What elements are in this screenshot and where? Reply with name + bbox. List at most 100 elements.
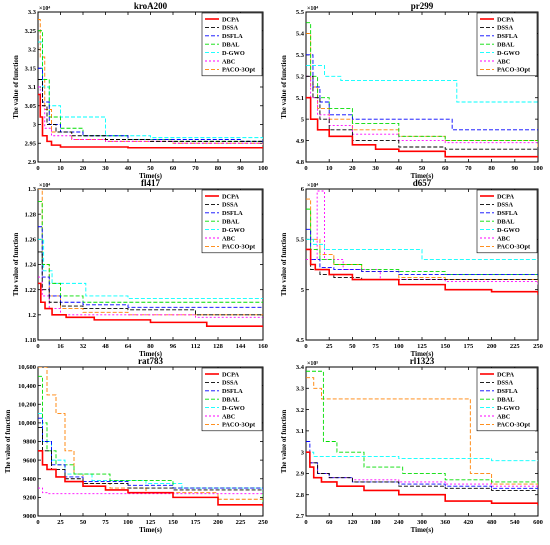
series-line-dbal: [306, 208, 538, 278]
legend-label-d-gwo: D-GWO: [497, 227, 520, 234]
legend-label-dsfla: DSFLA: [222, 388, 243, 395]
x-tick-label: 100: [258, 165, 268, 172]
y-tick-label: 9200: [23, 495, 36, 502]
series-line-abc: [38, 487, 263, 495]
legend-label-abc: ABC: [497, 58, 511, 65]
x-tick-label: 50: [419, 165, 426, 172]
x-tick-label: 64: [125, 343, 132, 350]
x-tick-label: 30: [372, 165, 379, 172]
x-tick-label: 250: [258, 519, 268, 526]
y-tick-label: 1.18: [25, 337, 37, 344]
y-tick-label: 3.2: [28, 47, 36, 54]
y-tick-label: 1.2: [28, 312, 36, 319]
chart-title: d657: [413, 178, 432, 188]
legend-label-dssa: DSSA: [222, 25, 239, 32]
x-tick-label: 80: [215, 165, 222, 172]
legend-label-d-gwo: D-GWO: [222, 227, 245, 234]
y-tick-label: 3.3: [296, 385, 305, 392]
x-tick-label: 160: [258, 343, 268, 350]
chart-title: pr299: [411, 1, 434, 11]
x-axis-label: Time(s): [139, 350, 162, 358]
y-tick-label: 5.5: [296, 237, 305, 244]
y-axis-label: The value of function: [12, 233, 20, 297]
y-tick-label: 1.3: [28, 186, 37, 193]
x-tick-label: 50: [147, 165, 154, 172]
series-line-dcpa: [306, 451, 538, 506]
y-tick-label: 3.05: [25, 103, 37, 110]
x-tick-label: 80: [488, 165, 495, 172]
x-tick-label: 0: [304, 519, 307, 526]
legend-label-dcpa: DCPA: [497, 193, 514, 200]
series-lines: [306, 370, 538, 506]
legend-label-dcpa: DCPA: [222, 16, 239, 23]
legend-label-abc: ABC: [497, 413, 511, 420]
x-tick-label: 180: [371, 519, 381, 526]
y-tick-label: 3.3: [28, 9, 37, 16]
legend-label-d-gwo: D-GWO: [497, 50, 520, 57]
chart-title: rat783: [138, 356, 163, 366]
series-line-d-gwo: [306, 451, 538, 462]
legend-label-dcpa: DCPA: [497, 371, 514, 378]
x-axis-label: Time(s): [139, 526, 162, 534]
chart-rl1323: 0 60 120 180 240 300 360 420 480 540 600 2.7 2.8 2.9 3…: [280, 356, 543, 534]
y-tick-label: 5.4: [296, 31, 305, 38]
series-line-dssa: [306, 248, 538, 281]
series-line-dcpa: [38, 450, 263, 507]
x-tick-label: 150: [168, 519, 178, 526]
y-tick-label: 4.5: [296, 337, 305, 344]
x-tick-label: 480: [487, 519, 497, 526]
x-tick-label: 0: [304, 165, 307, 172]
legend-label-dsfla: DSFLA: [222, 210, 243, 217]
legend-label-dssa: DSSA: [497, 380, 514, 387]
series-lines: [306, 22, 538, 158]
legend-label-dsfla: DSFLA: [497, 210, 518, 217]
x-tick-label: 200: [213, 519, 223, 526]
x-tick-label: 96: [170, 343, 177, 350]
chart-d657: 0 25 50 75 100 125 150 175 200 225 250 4.5 5 5.5 6×10⁴…: [280, 178, 543, 358]
chart-fl417: 0 16 32 48 64 80 96 112 128 144 160 1.18 1.2 1.22 1.24…: [12, 178, 268, 358]
x-tick-label: 0: [304, 343, 307, 350]
series-lines: [306, 190, 538, 295]
y-tick-label: 5.3: [296, 52, 305, 59]
y-tick-label: 3.1: [296, 428, 304, 435]
legend-label-paco-3opt: PACO-3Opt: [497, 67, 531, 74]
x-axis-label: Time(s): [411, 172, 434, 180]
y-tick-label: 9400: [23, 476, 36, 483]
series-line-dcpa: [38, 93, 263, 149]
x-tick-label: 420: [464, 519, 474, 526]
legend-label-dsfla: DSFLA: [497, 33, 518, 40]
chart-title: fl417: [141, 178, 160, 188]
y-axis-label: The value of function: [280, 55, 288, 119]
x-tick-label: 60: [326, 519, 333, 526]
axis-exponent: ×10⁴: [307, 183, 318, 189]
x-tick-label: 125: [146, 519, 157, 526]
legend-label-dcpa: DCPA: [222, 371, 239, 378]
y-tick-label: 5: [301, 287, 305, 294]
x-tick-label: 540: [510, 519, 520, 526]
x-tick-label: 120: [348, 519, 358, 526]
series-line-dsfla: [306, 228, 538, 276]
x-tick-label: 100: [533, 165, 543, 172]
series-line-d-gwo: [38, 238, 263, 299]
legend-label-dbal: DBAL: [497, 397, 515, 404]
x-tick-label: 20: [80, 165, 87, 172]
y-tick-label: 10,600: [18, 364, 36, 371]
x-tick-label: 300: [417, 519, 427, 526]
x-tick-label: 48: [102, 343, 109, 350]
x-tick-label: 175: [464, 343, 475, 350]
y-tick-label: 1.22: [25, 287, 36, 294]
series-line-dssa: [306, 451, 538, 493]
x-tick-label: 250: [533, 343, 543, 350]
y-tick-label: 3.25: [25, 28, 37, 35]
x-tick-label: 0: [36, 519, 39, 526]
legend-label-paco-3opt: PACO-3Opt: [222, 67, 256, 74]
x-tick-label: 360: [440, 519, 450, 526]
x-tick-label: 225: [510, 343, 521, 350]
x-tick-label: 100: [394, 343, 404, 350]
y-tick-label: 1.24: [25, 262, 37, 269]
series-line-dbal: [38, 30, 263, 144]
